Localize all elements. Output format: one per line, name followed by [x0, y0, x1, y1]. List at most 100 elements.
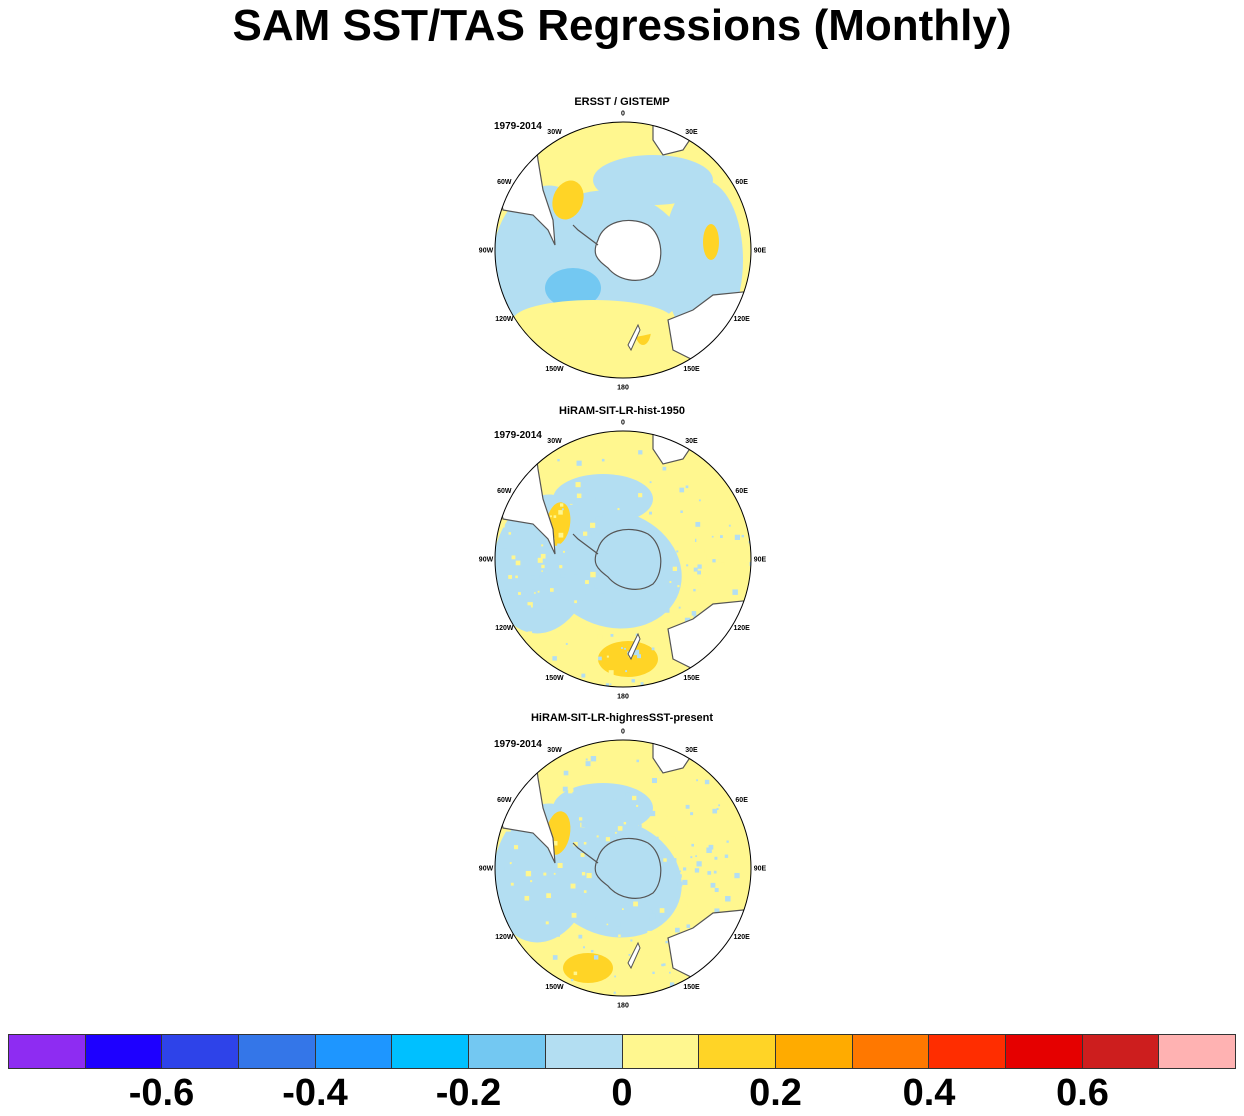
field-speckle [536, 528, 541, 533]
field-speckle [561, 937, 567, 943]
field-speckle [720, 562, 725, 567]
field-speckle [653, 456, 656, 459]
field-speckle [697, 564, 702, 569]
field-speckle [687, 468, 692, 473]
field-speckle [613, 991, 616, 994]
panel-title-3: HiRAM-SIT-LR-highresSST-present [530, 712, 714, 724]
field-speckle [614, 975, 616, 978]
colorbar-box [85, 1035, 163, 1068]
field-speckle [511, 863, 514, 867]
longitude-label: 0 [621, 420, 625, 427]
field-speckle [593, 531, 596, 534]
field-speckle [638, 824, 642, 828]
field-speckle [683, 581, 688, 586]
panel-period-1: 1979-2014 [494, 121, 542, 132]
longitude-label: 90E [754, 866, 767, 873]
field-speckle [501, 548, 508, 555]
field-speckle [696, 583, 701, 588]
field-speckle [694, 868, 700, 873]
field-speckle [541, 544, 544, 547]
field-speckle [633, 649, 640, 656]
field-speckle [695, 855, 697, 857]
field-speckle [665, 940, 668, 944]
field-speckle [562, 786, 568, 792]
field-speckle [573, 842, 578, 847]
longitude-label: 120E [733, 934, 750, 941]
field-speckle [611, 487, 614, 490]
field-speckle [556, 902, 559, 905]
field-speckle [647, 930, 653, 937]
field-speckle [586, 872, 592, 879]
field-speckle [676, 888, 679, 891]
field-speckle [650, 913, 656, 919]
field-speckle [587, 526, 590, 528]
panel-period-2: 1979-2014 [494, 430, 542, 441]
positive-strong-pacific [563, 953, 613, 983]
field-speckle [699, 548, 705, 554]
field-speckle [640, 637, 645, 642]
field-speckle [562, 647, 567, 652]
field-speckle [683, 902, 688, 908]
field-speckle [593, 955, 599, 960]
field-speckle [690, 856, 693, 859]
field-speckle [532, 525, 535, 528]
field-speckle [668, 977, 673, 981]
colorbar-box [1005, 1035, 1083, 1068]
field-speckle [714, 856, 718, 860]
field-speckle [583, 531, 588, 536]
field-speckle [672, 858, 677, 862]
field-speckle [541, 564, 545, 569]
field-speckle [546, 461, 548, 464]
colorbar-tick-label: 0.2 [749, 1072, 802, 1114]
field-speckle [649, 511, 652, 515]
longitude-label: 120W [495, 934, 514, 941]
field-speckle [649, 481, 652, 484]
field-speckle [561, 508, 564, 511]
field-speckle [578, 817, 583, 821]
field-speckle [591, 949, 594, 953]
longitude-label: 180 [617, 385, 629, 392]
field-speckle [608, 670, 614, 676]
field-speckle [649, 795, 652, 798]
longitude-label: 30W [547, 747, 562, 754]
longitude-label: 90E [754, 248, 767, 255]
field-speckle [709, 857, 711, 860]
field-speckle [621, 814, 626, 820]
colorbar-box [1159, 1035, 1235, 1068]
field-speckle [667, 612, 672, 617]
field-speckle [711, 510, 717, 516]
colorbar [8, 1034, 1236, 1069]
field-speckle [534, 592, 536, 594]
field-speckle [527, 564, 530, 567]
field-speckle [746, 861, 751, 866]
field-speckle [687, 906, 690, 909]
field-speckle [663, 963, 666, 966]
field-speckle [718, 804, 721, 807]
colorbar-box [239, 1035, 316, 1068]
field-speckle [596, 835, 599, 838]
field-speckle [572, 536, 578, 542]
field-speckle [552, 955, 558, 960]
field-speckle [514, 602, 518, 607]
field-speckle [680, 809, 683, 812]
field-speckle [513, 845, 519, 850]
field-speckle [581, 822, 587, 828]
field-speckle [693, 567, 698, 572]
field-speckle [734, 534, 741, 540]
field-speckle [617, 826, 623, 831]
field-speckle [694, 461, 699, 467]
field-speckle [605, 683, 610, 687]
field-speckle [550, 515, 552, 518]
longitude-label: 150E [683, 675, 700, 682]
field-speckle [539, 575, 543, 579]
field-speckle [636, 804, 639, 807]
longitude-label: 30W [547, 438, 562, 445]
field-speckle [628, 953, 631, 956]
field-speckle [734, 872, 740, 879]
field-speckle [581, 673, 586, 678]
positive-strong-atlantic [552, 180, 584, 220]
field-speckle [625, 792, 630, 797]
field-speckle [581, 872, 586, 876]
panel-title-1: ERSST / GISTEMP [574, 96, 670, 108]
field-speckle [659, 975, 662, 978]
